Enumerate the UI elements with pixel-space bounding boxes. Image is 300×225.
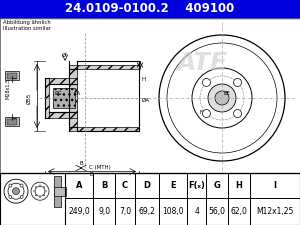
Circle shape <box>45 190 46 192</box>
Circle shape <box>34 190 35 192</box>
Circle shape <box>167 43 277 153</box>
Text: F: F <box>200 110 203 115</box>
Bar <box>77 127 139 131</box>
Bar <box>0 0 300 18</box>
Circle shape <box>13 188 20 195</box>
Circle shape <box>208 84 236 112</box>
Bar <box>5 71 19 80</box>
Text: 24.0109-0100.2    409100: 24.0109-0100.2 409100 <box>65 2 235 16</box>
Circle shape <box>234 79 242 86</box>
Circle shape <box>20 184 23 187</box>
Text: 249,0: 249,0 <box>68 207 90 216</box>
Text: ØA: ØA <box>74 91 81 96</box>
Text: B: B <box>101 181 107 190</box>
Text: Ø55: Ø55 <box>27 92 32 104</box>
Text: 56,0: 56,0 <box>208 207 225 216</box>
Circle shape <box>35 187 37 188</box>
Circle shape <box>192 68 252 128</box>
Text: C: C <box>122 181 128 190</box>
Circle shape <box>159 35 285 161</box>
Text: 7,0: 7,0 <box>119 207 131 216</box>
Text: F(ₓ): F(ₓ) <box>188 181 205 190</box>
Circle shape <box>43 194 45 196</box>
Text: D: D <box>90 173 94 178</box>
Text: 69,2: 69,2 <box>139 207 155 216</box>
Circle shape <box>43 187 45 188</box>
Bar <box>5 117 19 126</box>
Circle shape <box>215 91 229 105</box>
Bar <box>77 65 139 69</box>
Bar <box>53 88 75 108</box>
Circle shape <box>31 182 49 200</box>
Text: M28x1,5: M28x1,5 <box>5 77 10 99</box>
Text: ØE: ØE <box>224 91 231 96</box>
Bar <box>69 65 77 131</box>
Text: D: D <box>143 181 151 190</box>
Text: H: H <box>142 77 146 82</box>
Circle shape <box>8 183 24 199</box>
Text: ØI: ØI <box>62 53 68 58</box>
Text: B: B <box>79 161 83 166</box>
Text: C (MTH): C (MTH) <box>89 166 111 171</box>
Text: Illustration similar: Illustration similar <box>3 26 51 31</box>
Text: Abbildung ähnlich: Abbildung ähnlich <box>3 20 51 25</box>
Circle shape <box>202 110 210 117</box>
Text: ØA: ØA <box>142 97 150 103</box>
Circle shape <box>20 195 23 198</box>
Circle shape <box>39 196 41 198</box>
Text: A: A <box>76 181 83 190</box>
Text: 108,0: 108,0 <box>162 207 184 216</box>
Text: G: G <box>214 181 220 190</box>
Text: ØG: ØG <box>55 91 63 96</box>
Text: ATE: ATE <box>176 51 228 75</box>
Bar <box>0 173 300 225</box>
Circle shape <box>39 185 41 187</box>
Circle shape <box>35 194 37 196</box>
Text: M12x1,25: M12x1,25 <box>256 207 293 216</box>
Text: E: E <box>170 181 176 190</box>
Circle shape <box>202 79 210 86</box>
Bar <box>54 176 61 207</box>
Text: 9,0: 9,0 <box>98 207 110 216</box>
Bar <box>7 119 17 125</box>
Bar <box>49 112 77 118</box>
Bar <box>54 187 66 196</box>
Circle shape <box>4 179 28 203</box>
Text: H: H <box>236 181 242 190</box>
Bar <box>7 73 17 79</box>
Circle shape <box>234 110 242 117</box>
Circle shape <box>200 76 244 120</box>
Bar <box>45 78 49 118</box>
Text: 62,0: 62,0 <box>230 207 247 216</box>
Bar <box>0 18 300 173</box>
Text: 4: 4 <box>194 207 199 216</box>
Circle shape <box>35 186 45 196</box>
Circle shape <box>9 184 12 187</box>
Bar <box>49 78 77 84</box>
Text: I: I <box>273 181 276 190</box>
Circle shape <box>9 195 12 198</box>
